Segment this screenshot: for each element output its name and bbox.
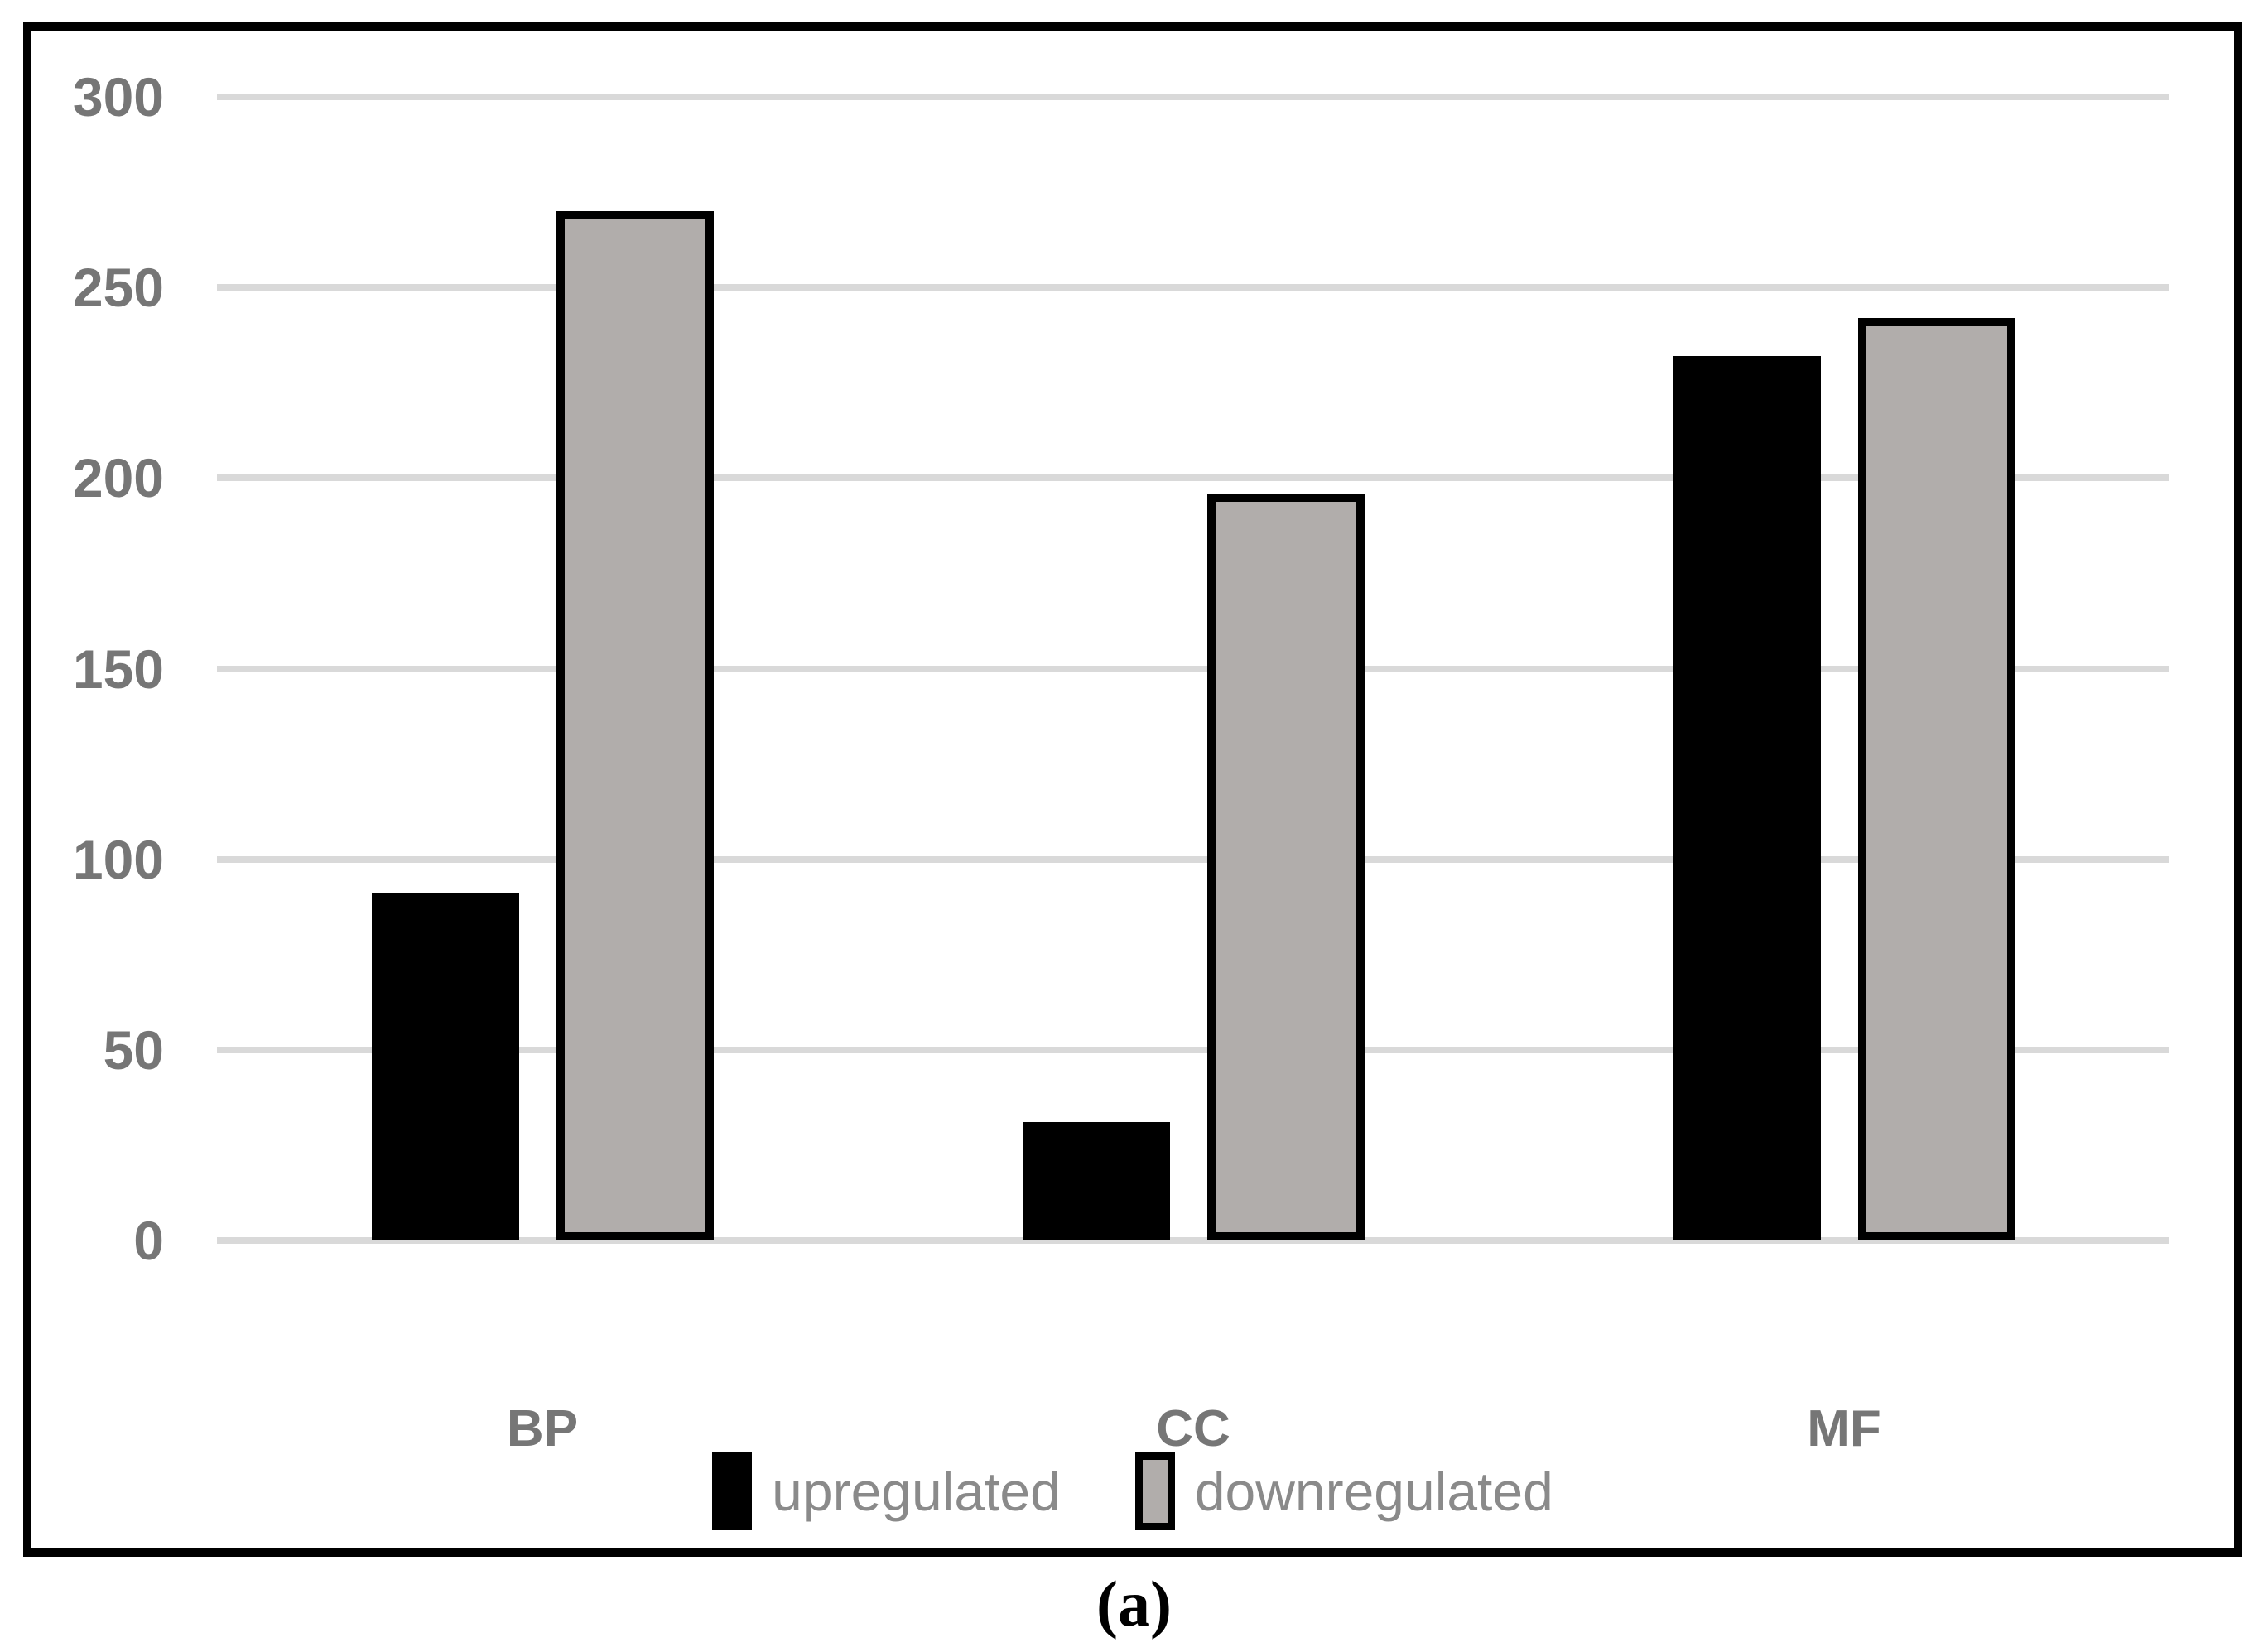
y-tick-label-100: 100 [72, 828, 164, 890]
legend-label-downregulated: downregulated [1194, 1461, 1553, 1522]
bar-pair-MF [1519, 97, 2169, 1240]
gridline-200 [217, 474, 2169, 482]
chart-panel: 300 250 200 150 100 50 0 BP CC MF upregulated dow… [23, 22, 2242, 1557]
legend-swatch-downregulated-icon [1134, 1452, 1175, 1530]
bar-pair-BP [217, 97, 868, 1240]
bar-downregulated-BP [556, 211, 714, 1240]
bar-groups [217, 97, 2169, 1240]
legend-item-downregulated: downregulated [1134, 1452, 1553, 1530]
gridline-250 [217, 284, 2169, 291]
bar-pair-CC [868, 97, 1519, 1240]
x-category-label-BP: BP [506, 1400, 579, 1457]
gridline-150 [217, 665, 2169, 672]
bar-group-BP [217, 97, 868, 1240]
gridline-300 [217, 94, 2169, 100]
gridline-50 [217, 1046, 2169, 1053]
y-tick-label-0: 0 [133, 1210, 164, 1271]
y-tick-label-300: 300 [72, 66, 164, 128]
plot-area [217, 94, 2169, 1244]
legend: upregulated downregulated [31, 1452, 2234, 1530]
bar-downregulated-MF [1857, 318, 2015, 1240]
y-tick-label-250: 250 [72, 257, 164, 319]
bar-group-MF [1519, 97, 2169, 1240]
figure-caption: (a) [1096, 1568, 1172, 1640]
legend-label-upregulated: upregulated [772, 1461, 1061, 1522]
legend-item-upregulated: upregulated [712, 1452, 1061, 1530]
y-tick-label-50: 50 [103, 1019, 164, 1081]
bar-upregulated-BP [371, 893, 519, 1240]
gridline-100 [217, 855, 2169, 863]
x-category-label-MF: MF [1807, 1400, 1881, 1457]
bar-upregulated-MF [1673, 356, 1821, 1240]
legend-swatch-upregulated-icon [712, 1452, 753, 1530]
x-axis-category-labels: BP CC MF [217, 1404, 2169, 1455]
gridline-0 [217, 1237, 2169, 1244]
bar-upregulated-CC [1022, 1122, 1170, 1240]
y-tick-label-200: 200 [72, 447, 164, 509]
y-tick-label-150: 150 [72, 638, 164, 700]
bar-downregulated-CC [1206, 493, 1365, 1240]
bar-group-CC [868, 97, 1519, 1240]
x-category-label-CC: CC [1156, 1400, 1230, 1457]
y-axis-tick-labels: 300 250 200 150 100 50 0 [31, 70, 164, 1268]
